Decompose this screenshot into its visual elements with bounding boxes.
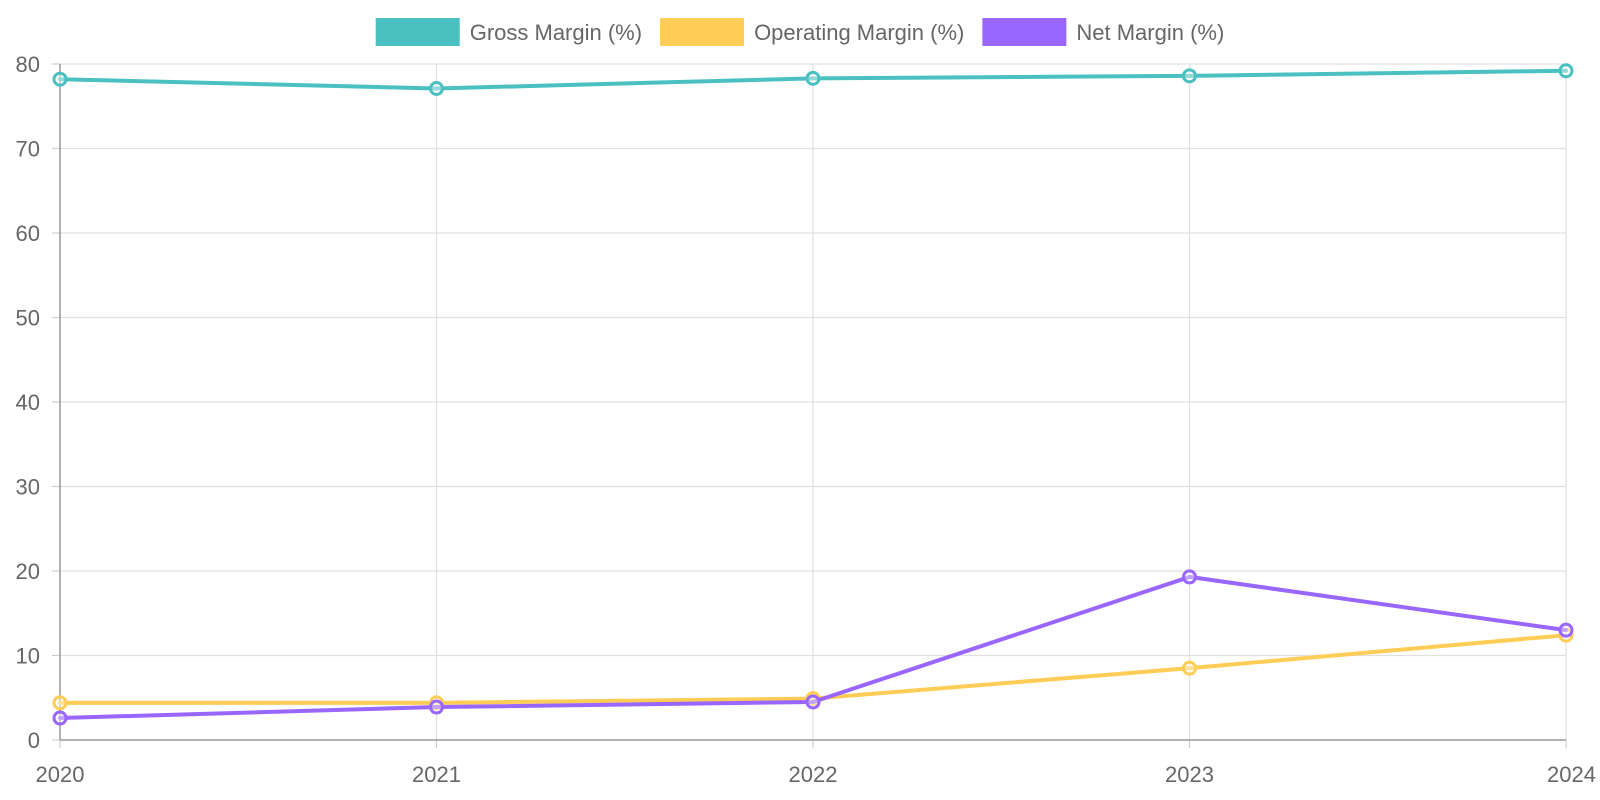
- axes: 0 10 20 30 40 50 60 70 80 2020 2021 2022 2023 2024: [16, 52, 1596, 787]
- data-point[interactable]: [52, 695, 68, 711]
- x-tick-label: 2021: [412, 762, 461, 787]
- y-tick-label: 30: [16, 475, 40, 500]
- legend-label: Net Margin (%): [1076, 20, 1224, 45]
- grid: [60, 63, 1567, 740]
- y-tick-label: 50: [16, 306, 40, 331]
- data-point[interactable]: [429, 699, 444, 715]
- series-3: [52, 569, 1574, 726]
- y-tick-label: 10: [16, 644, 40, 669]
- data-point[interactable]: [1182, 569, 1197, 585]
- data-point[interactable]: [1182, 660, 1197, 676]
- x-tick-label: 2024: [1547, 762, 1596, 787]
- x-tick-label: 2022: [789, 762, 838, 787]
- data-point[interactable]: [1558, 622, 1574, 638]
- data-point[interactable]: [52, 71, 68, 87]
- legend-swatch: [982, 18, 1067, 46]
- y-tick-label: 80: [16, 52, 40, 77]
- series-line: [58, 68, 1568, 91]
- series: [52, 63, 1574, 726]
- data-point[interactable]: [1182, 68, 1197, 84]
- y-tick-label: 20: [16, 559, 40, 584]
- series-line: [58, 633, 1568, 705]
- legend-label: Operating Margin (%): [754, 20, 964, 45]
- legend-swatch: [660, 18, 745, 46]
- legend-item-2[interactable]: Operating Margin (%): [660, 18, 964, 46]
- legend-item-3[interactable]: Net Margin (%): [982, 18, 1224, 46]
- data-point[interactable]: [805, 694, 821, 710]
- y-tick-label: 70: [16, 137, 40, 162]
- legend-item-1[interactable]: Gross Margin (%): [375, 18, 642, 46]
- legend-swatch: [375, 18, 460, 46]
- y-tick-label: 40: [16, 390, 40, 415]
- legend-label: Gross Margin (%): [470, 20, 642, 45]
- series-1: [52, 63, 1574, 97]
- series-line: [58, 574, 1568, 721]
- x-tick-label: 2020: [36, 762, 85, 787]
- y-tick-label: 60: [16, 221, 40, 246]
- data-point[interactable]: [52, 710, 68, 726]
- y-tick-label: 0: [28, 728, 40, 753]
- data-point[interactable]: [429, 81, 444, 97]
- data-point[interactable]: [1558, 63, 1574, 79]
- legend[interactable]: Gross Margin (%) Operating Margin (%) Net …: [375, 18, 1225, 46]
- data-point[interactable]: [805, 70, 821, 86]
- x-tick-label: 2023: [1165, 762, 1214, 787]
